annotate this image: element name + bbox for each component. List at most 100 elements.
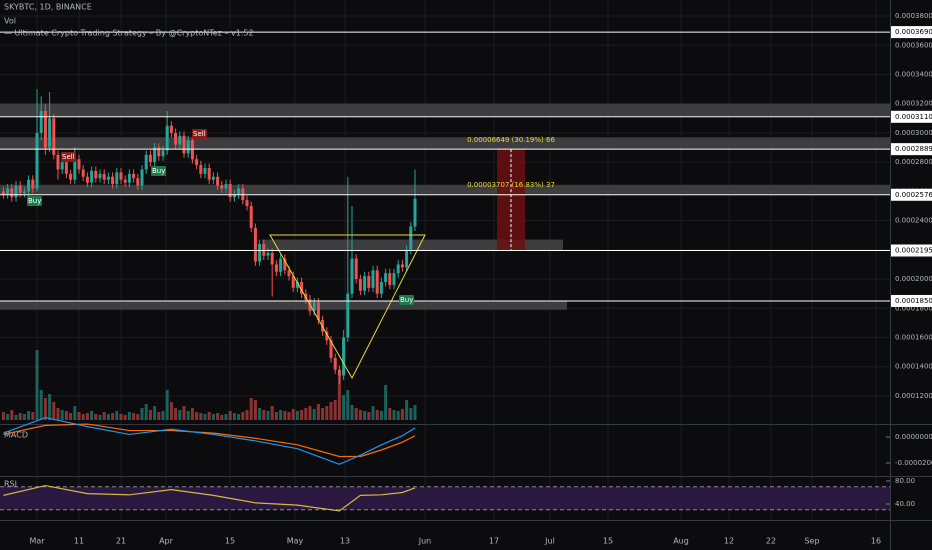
candle-body	[228, 184, 232, 198]
candle-body	[10, 188, 14, 198]
y-tick-label: 0.00012000	[895, 392, 932, 400]
x-tick-label: 11	[74, 537, 84, 546]
candle-body	[253, 227, 257, 262]
candle-body	[186, 140, 190, 154]
x-tick-label: 15	[225, 537, 235, 546]
candle-body	[287, 270, 291, 277]
level-label: 0.00021953	[895, 247, 932, 255]
volume-bar	[316, 404, 320, 420]
x-tick-label: 22	[766, 537, 776, 546]
volume-bar	[384, 385, 388, 420]
volume-bar	[161, 411, 165, 420]
volume-bar	[174, 408, 178, 420]
candle-body	[249, 205, 253, 228]
volume-label: Vol	[4, 17, 16, 26]
candle-body	[18, 185, 22, 193]
candle-body	[316, 302, 320, 320]
volume-bar	[106, 414, 110, 420]
level-label-box	[891, 244, 932, 257]
candle-body	[140, 169, 144, 186]
volume-bar	[85, 413, 89, 420]
volume-bar	[81, 414, 85, 420]
candle-body	[136, 178, 140, 186]
candle-body	[207, 167, 211, 180]
level-label-box	[891, 294, 932, 307]
candle-body	[371, 270, 375, 288]
volume-bar	[35, 350, 39, 420]
volume-bar	[73, 406, 77, 420]
volume-bar	[111, 413, 115, 420]
zone	[0, 103, 890, 117]
candle-body	[274, 264, 278, 272]
signal-label: Buy	[400, 296, 413, 304]
candle-body	[409, 226, 413, 250]
volume-bar	[10, 410, 14, 420]
candle-body	[279, 258, 283, 272]
volume-bar	[237, 414, 241, 420]
candle-body	[56, 154, 60, 170]
candle-body	[14, 185, 18, 198]
volume-bar	[43, 398, 47, 420]
volume-bar	[279, 410, 283, 420]
candle-body	[396, 264, 400, 274]
volume-bar	[312, 409, 316, 420]
candle-body	[178, 135, 182, 145]
candle-body	[195, 159, 199, 166]
rsi-band	[0, 486, 890, 510]
volume-bar	[77, 412, 81, 420]
candle-body	[153, 147, 157, 163]
signal-label: Buy	[28, 197, 41, 205]
volume-bar	[199, 413, 203, 420]
candle-body	[388, 273, 392, 285]
volume-bar	[220, 415, 224, 420]
candle-body	[144, 154, 148, 170]
candle-body	[413, 198, 417, 227]
volume-bar	[245, 410, 249, 420]
volume-bar	[228, 411, 232, 420]
volume-bar	[178, 410, 182, 420]
signal-box	[399, 295, 414, 305]
volume-bar	[98, 415, 102, 420]
volume-bar	[39, 390, 43, 420]
measure-label: 0.00003707 (16.83%) 37	[467, 181, 555, 189]
volume-bar	[22, 414, 26, 420]
volume-bar	[60, 410, 64, 420]
rsi-label: RSI	[4, 480, 17, 489]
x-tick-label: 13	[340, 537, 350, 546]
candle-body	[60, 162, 64, 170]
volume-bar	[295, 411, 299, 420]
candle-body	[333, 357, 337, 370]
candle-body	[123, 179, 127, 183]
volume-bar	[140, 408, 144, 420]
x-tick-label: Mar	[29, 537, 45, 546]
candle-body	[115, 172, 119, 185]
volume-bar	[241, 412, 245, 420]
level-label: 0.00025768	[895, 191, 932, 199]
volume-bar	[287, 412, 291, 420]
volume-bar	[211, 414, 215, 420]
volume-bar	[388, 408, 392, 420]
volume-bar	[283, 411, 287, 420]
candle-body	[291, 276, 295, 288]
level-label-box	[891, 26, 932, 39]
volume-bar	[262, 410, 266, 420]
candle-body	[224, 184, 228, 189]
candle-body	[111, 176, 115, 185]
volume-bar	[333, 400, 337, 420]
volume-bar	[367, 412, 371, 420]
candle-body	[232, 194, 236, 198]
volume-bar	[64, 411, 68, 420]
strategy-label: — Ultimate Crypto Trading Strategy – By …	[4, 29, 254, 38]
candle-body	[392, 273, 396, 285]
level-label-box	[891, 188, 932, 201]
volume-bar	[31, 412, 35, 420]
y-tick-label: -0.00002000	[895, 459, 932, 467]
volume-bar	[157, 412, 161, 420]
volume-bar	[102, 412, 106, 420]
candle-body	[350, 258, 354, 294]
volume-bar	[270, 406, 274, 420]
